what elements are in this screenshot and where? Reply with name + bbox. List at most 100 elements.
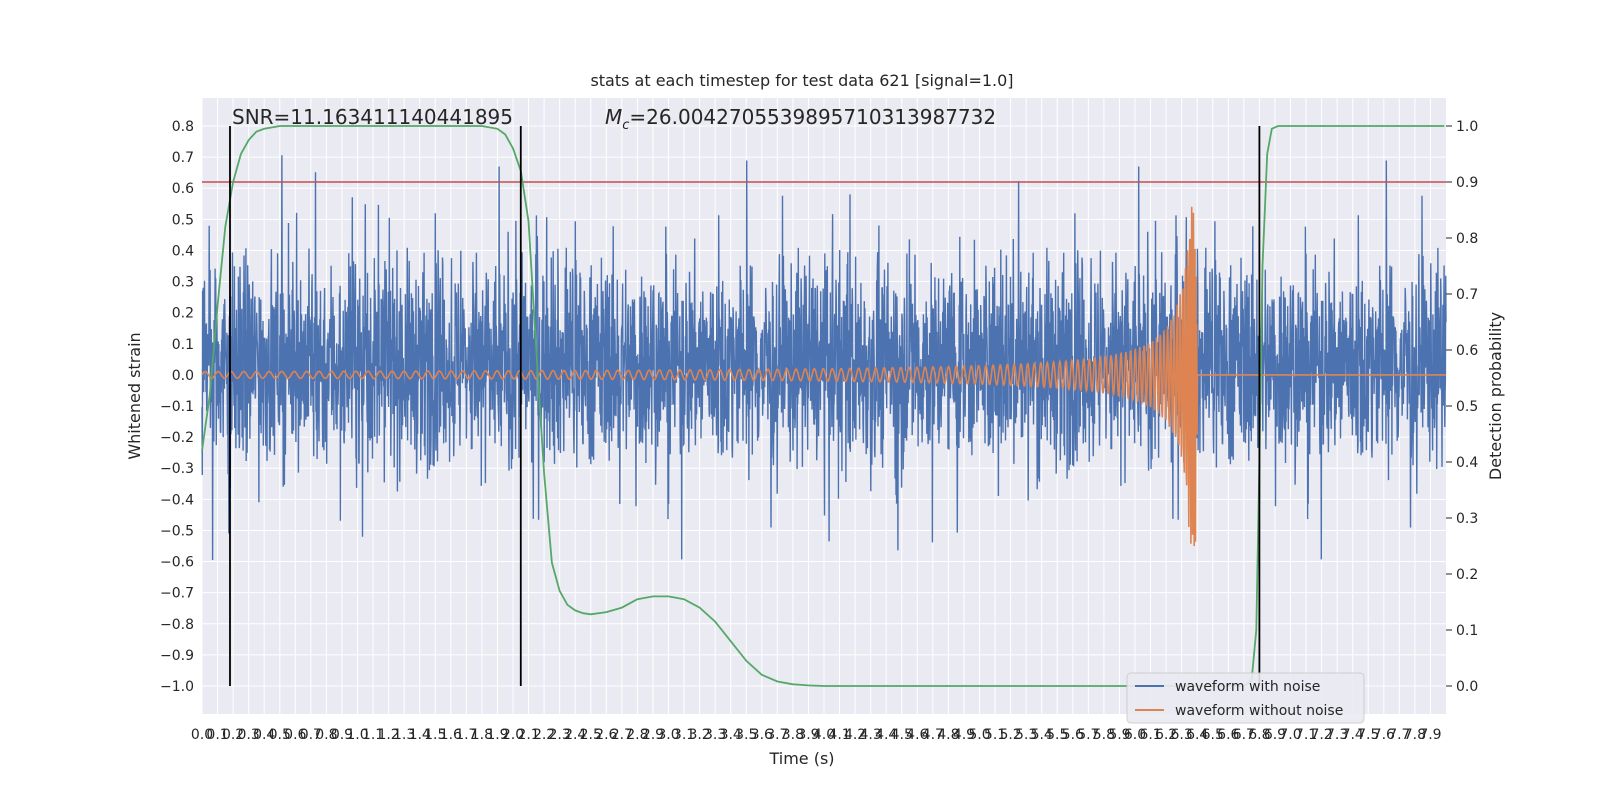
- y-tick-label: 0.7: [172, 150, 194, 166]
- x-tick-label: 0.7: [300, 727, 322, 743]
- y-tick-label: −0.9: [160, 648, 194, 664]
- x-tick-label: 5.6: [1062, 727, 1084, 743]
- y2-tick-label: 0.9: [1456, 175, 1478, 191]
- y2-tick-label: 0.6: [1456, 343, 1478, 359]
- x-tick-label: 0.3: [238, 727, 260, 743]
- legend: waveform with noise waveform without noi…: [1126, 672, 1365, 724]
- series-waveform-with-noise: [201, 155, 1447, 561]
- x-tick-label: 5.5: [1046, 727, 1068, 743]
- y-tick-label: −1.0: [160, 679, 194, 695]
- y2-tick-label: 1.0: [1456, 119, 1478, 135]
- x-tick-label: 7.3: [1326, 727, 1348, 743]
- y-tick-label: −0.6: [160, 555, 194, 571]
- x-tick-label: 1.5: [424, 727, 446, 743]
- x-tick-label: 0.5: [269, 727, 291, 743]
- x-tick-label: 1.1: [362, 727, 384, 743]
- x-tick-label: 1.7: [455, 727, 477, 743]
- x-tick-label: 2.4: [564, 727, 586, 743]
- y2-tick-label: 0.0: [1456, 679, 1478, 695]
- x-tick-label: 3.2: [688, 727, 710, 743]
- x-tick-label: 6.1: [1139, 727, 1161, 743]
- clean-trace: [201, 206, 1446, 547]
- x-tick-label: 2.2: [533, 727, 555, 743]
- y2-tick-label: 0.5: [1456, 399, 1478, 415]
- x-tick-label: 4.0: [813, 727, 835, 743]
- x-tick-label: 7.7: [1388, 727, 1410, 743]
- x-tick-label: 1.3: [393, 727, 415, 743]
- x-tick-label: 2.7: [611, 727, 633, 743]
- x-tick-label: 7.1: [1295, 727, 1317, 743]
- x-tick-label: 4.2: [844, 727, 866, 743]
- x-tick-label: 1.8: [471, 727, 493, 743]
- x-tick-label: 7.8: [1404, 727, 1426, 743]
- x-tick-label: 4.8: [937, 727, 959, 743]
- x-tick-label: 7.5: [1357, 727, 1379, 743]
- x-tick-label: 4.7: [922, 727, 944, 743]
- x-tick-label: 6.2: [1155, 727, 1177, 743]
- x-tick-label: 5.7: [1077, 727, 1099, 743]
- noise-trace: [201, 155, 1447, 561]
- x-tick-label: 5.0: [968, 727, 990, 743]
- y-tick-label: 0.4: [172, 243, 194, 259]
- legend-box: [1126, 672, 1365, 724]
- chart-title: stats at each timestep for test data 621…: [590, 71, 1013, 90]
- y-tick-label: −0.2: [160, 430, 194, 446]
- x-tick-label: 1.6: [440, 727, 462, 743]
- x-tick-label: 2.0: [502, 727, 524, 743]
- x-tick-label: 4.3: [860, 727, 882, 743]
- x-axis-label: Time (s): [768, 749, 834, 768]
- x-tick-label: 4.1: [828, 727, 850, 743]
- x-tick-label: 5.8: [1093, 727, 1115, 743]
- y-tick-label: 0.1: [172, 337, 194, 353]
- left-axis-ticks: 0.8 0.7 0.6 0.5 0.4 0.3 0.2 0.1 0.0 −0.1 −0.2 −0.3 −…: [160, 119, 194, 695]
- y-tick-label: 0.8: [172, 119, 194, 135]
- y2-tick-label: 0.2: [1456, 567, 1478, 583]
- x-tick-label: 3.3: [704, 727, 726, 743]
- x-tick-label: 6.6: [1217, 727, 1239, 743]
- y-tick-label: 0.6: [172, 181, 194, 197]
- x-tick-label: 6.0: [1124, 727, 1146, 743]
- x-tick-label: 5.3: [1015, 727, 1037, 743]
- x-tick-label: 0.8: [315, 727, 337, 743]
- x-tick-label: 6.5: [1202, 727, 1224, 743]
- y-tick-label: −0.8: [160, 617, 194, 633]
- x-tick-label: 6.3: [1171, 727, 1193, 743]
- x-tick-label: 4.6: [906, 727, 928, 743]
- x-tick-label: 0.6: [284, 727, 306, 743]
- y2-axis-label: Detection probability: [1486, 312, 1505, 480]
- x-tick-label: 2.6: [595, 727, 617, 743]
- x-tick-label: 3.4: [720, 727, 742, 743]
- x-tick-label: 7.9: [1419, 727, 1441, 743]
- y-tick-label: 0.5: [172, 212, 194, 228]
- x-tick-label: 7.6: [1373, 727, 1395, 743]
- x-tick-label: 7.0: [1279, 727, 1301, 743]
- x-tick-label: 4.9: [953, 727, 975, 743]
- y-axis-label: Whitened strain: [125, 332, 144, 459]
- x-tick-label: 2.5: [580, 727, 602, 743]
- x-tick-label: 0.0: [191, 727, 213, 743]
- x-axis-ticks: 0.00.10.20.30.40.50.60.70.80.91.01.11.21…: [191, 727, 1442, 743]
- event-markers: [229, 126, 1261, 686]
- x-tick-label: 3.8: [782, 727, 804, 743]
- x-tick-label: 4.4: [875, 727, 897, 743]
- x-tick-label: 6.8: [1248, 727, 1270, 743]
- y2-tick-label: 0.4: [1456, 455, 1478, 471]
- x-tick-label: 1.2: [377, 727, 399, 743]
- chirp-mass-annotation: Mc=26.0042705539895710313987732: [605, 105, 996, 133]
- y2-tick-label: 0.8: [1456, 231, 1478, 247]
- legend-label-clean: waveform without noise: [1175, 703, 1343, 719]
- x-tick-label: 3.6: [751, 727, 773, 743]
- y2-tick-label: 0.7: [1456, 287, 1478, 303]
- x-tick-label: 2.1: [517, 727, 539, 743]
- y-tick-label: −0.5: [160, 523, 194, 539]
- x-tick-label: 6.4: [1186, 727, 1208, 743]
- y2-tick-label: 0.1: [1456, 623, 1478, 639]
- x-tick-label: 0.9: [331, 727, 353, 743]
- x-tick-label: 1.9: [486, 727, 508, 743]
- x-tick-label: 3.5: [735, 727, 757, 743]
- x-tick-label: 3.9: [797, 727, 819, 743]
- y-tick-label: 0.0: [172, 368, 194, 384]
- y2-tick-label: 0.3: [1456, 511, 1478, 527]
- y-tick-label: −0.3: [160, 461, 194, 477]
